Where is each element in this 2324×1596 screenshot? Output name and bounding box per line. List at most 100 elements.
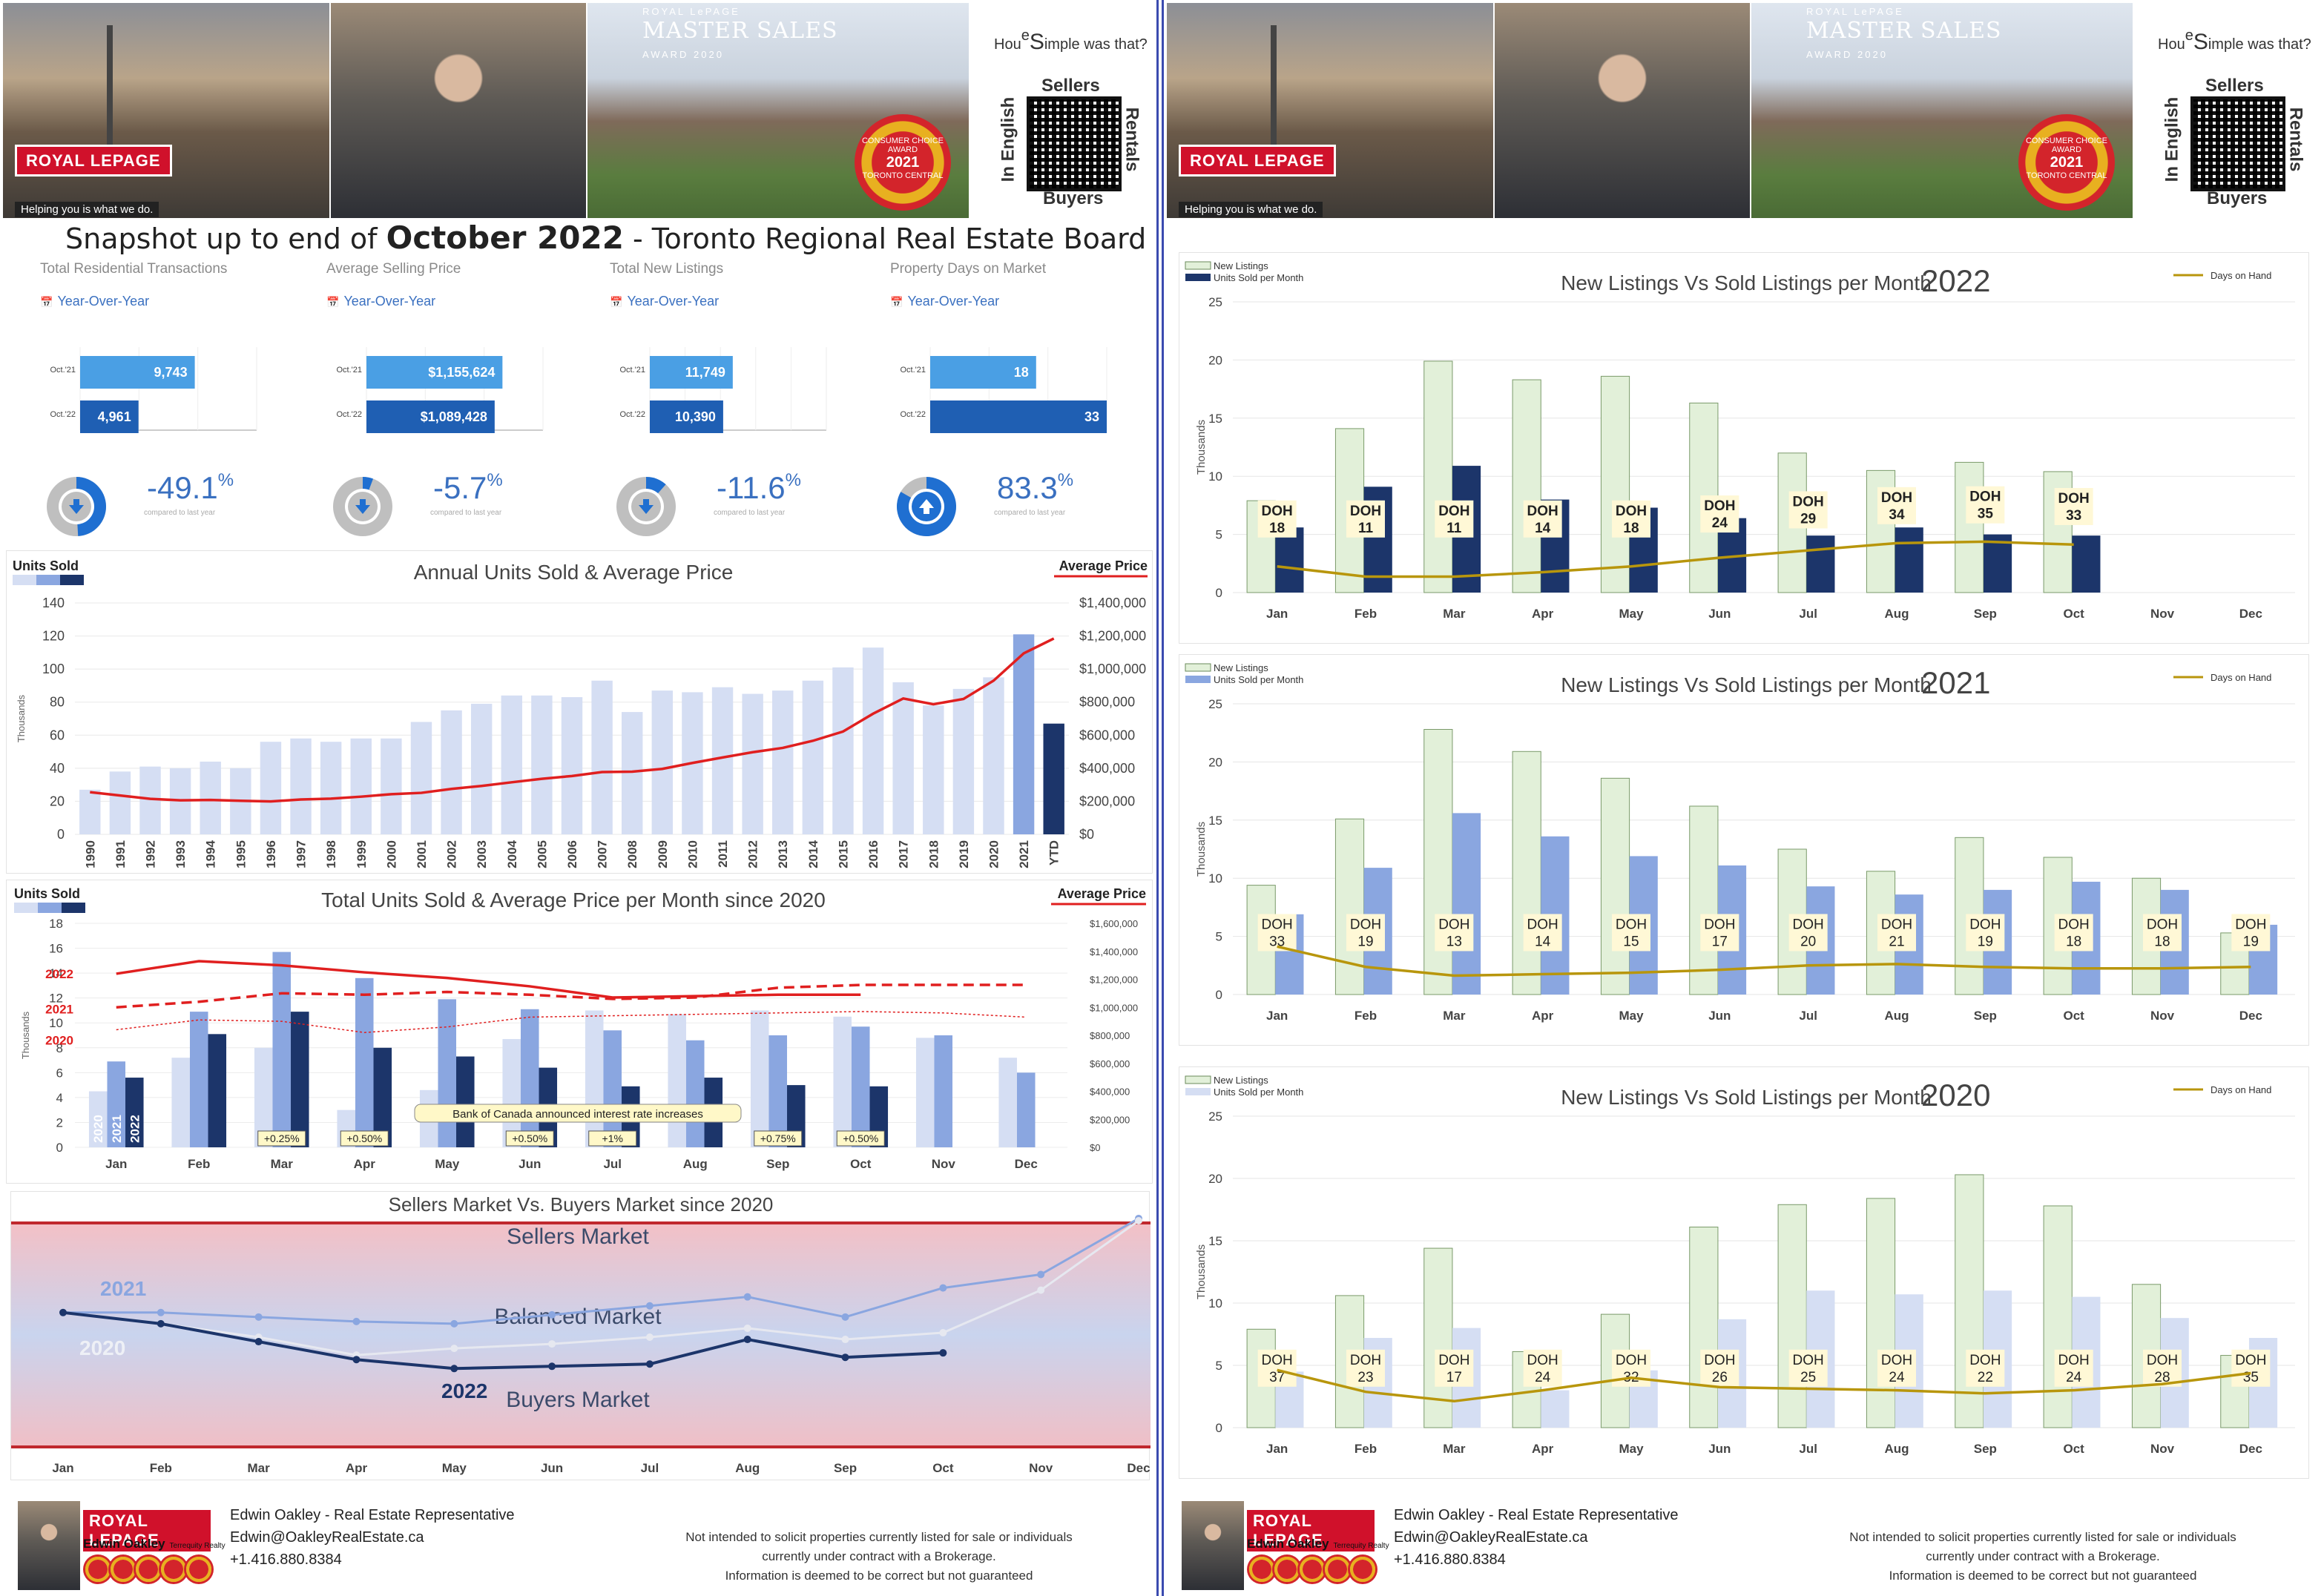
kpi-yoy-toggle[interactable]: 📅 Year-Over-Year (326, 294, 435, 309)
kpi-label: Total New Listings (610, 261, 724, 277)
kpi-bar-value: $1,155,624 (428, 365, 495, 380)
calendar-icon: 📅 (890, 296, 903, 308)
x-tick: Jan (52, 1461, 73, 1475)
month-bar-2020 (171, 1058, 190, 1147)
rate-increase-label: +1% (602, 1132, 623, 1144)
legend-units-sold: Units Sold per Month (1214, 674, 1303, 685)
market-point (548, 1310, 556, 1319)
doh-value: 23 (1357, 1370, 1373, 1385)
x-tick: Aug (735, 1461, 760, 1475)
kpi-row-label: Oct.'21 (50, 366, 76, 375)
annual-bar (772, 690, 794, 834)
kpi-tick-label: 500k (416, 437, 434, 438)
doh-label-box (1346, 914, 1385, 952)
units-sold-bar (1541, 1390, 1570, 1428)
x-tick: Dec (2239, 1442, 2262, 1456)
y2-tick: $0 (1079, 827, 1094, 842)
legend-average-price: Average Price (1058, 886, 1146, 901)
days-on-hand-line (1277, 945, 2251, 977)
market-point (841, 1313, 849, 1321)
y-tick: 15 (1208, 412, 1222, 426)
doh-word: DOH (2058, 917, 2090, 932)
footer-email[interactable]: Edwin@OakleyRealEstate.ca (1394, 1529, 1588, 1546)
kpi-bar-value: 9,743 (154, 365, 188, 380)
y-tick: 25 (1208, 1109, 1222, 1124)
footer-royal-lepage-logo: ROYAL LEPAGE (83, 1510, 211, 1552)
award-badge-icon (134, 1554, 163, 1584)
x-tick: 1999 (355, 840, 369, 868)
legend-new-listings: New Listings (1214, 662, 1268, 673)
x-tick: 2002 (445, 840, 459, 868)
legend-days-on-hand: Days on Hand (2211, 672, 2271, 683)
doh-word: DOH (1616, 504, 1647, 519)
y2-tick: $1,200,000 (1090, 975, 1138, 986)
legend-swatch (62, 903, 85, 913)
doh-word: DOH (2058, 1353, 2090, 1368)
qr-code-icon-2[interactable] (2190, 96, 2285, 191)
y-tick: 14 (49, 966, 63, 980)
annual-bar (260, 742, 282, 834)
rate-increase-box (257, 1130, 306, 1147)
y-tick: 40 (50, 761, 65, 776)
sellers-label-2: Sellers (2205, 76, 2264, 96)
y-tick: 12 (49, 992, 63, 1006)
x-tick: 2013 (776, 840, 790, 868)
doh-value: 19 (1357, 934, 1373, 949)
house-photo-2: ROYAL LePAGE MASTER SALES AWARD 2020 CON… (1751, 3, 2133, 218)
legend-swatch (14, 903, 38, 913)
x-tick: Sep (766, 1157, 789, 1171)
rentals-label: Rentals (1122, 107, 1142, 172)
doh-label-box (2231, 1349, 2271, 1387)
doh-value: 24 (2066, 1370, 2082, 1385)
award-badge-icon (1247, 1554, 1277, 1584)
annual-bar (832, 667, 854, 834)
y-tick: 5 (1216, 528, 1222, 542)
kpi-yoy-toggle[interactable]: 📅 Year-Over-Year (610, 294, 719, 309)
doh-word: DOH (1969, 489, 2001, 505)
annual-bar (711, 687, 734, 834)
market-point (939, 1284, 947, 1292)
doh-word: DOH (1793, 917, 1824, 932)
kpi-yoy-toggle[interactable]: 📅 Year-Over-Year (40, 294, 149, 309)
doh-label-box (1700, 1349, 1739, 1387)
doh-word: DOH (1438, 1353, 1469, 1368)
monthly-units-chart: Total Units Sold & Average Price per Mon… (14, 886, 1146, 1171)
market-point (1037, 1270, 1045, 1279)
footer-phone[interactable]: +1.416.880.8384 (230, 1552, 342, 1568)
chart-year: 2022 (1921, 263, 1990, 298)
month-bar-2021 (355, 977, 374, 1147)
footer-phone[interactable]: +1.416.880.8384 (1394, 1552, 1506, 1568)
x-tick: Nov (2150, 607, 2175, 621)
qr-code-icon[interactable] (1027, 96, 1122, 191)
market-point (548, 1362, 556, 1371)
doh-word: DOH (2235, 1353, 2266, 1368)
month-bar-2021 (934, 1035, 953, 1147)
annual-bar (501, 695, 522, 834)
market-point (450, 1345, 458, 1353)
units-sold-bar (1983, 534, 2012, 593)
x-tick: Sep (834, 1461, 857, 1475)
legend-days-on-hand: Days on Hand (2211, 1084, 2271, 1095)
x-tick: 2001 (415, 840, 429, 868)
award-badge-icon (108, 1554, 138, 1584)
market-zone-label: Sellers Market (507, 1224, 649, 1249)
footer-email[interactable]: Edwin@OakleyRealEstate.ca (230, 1529, 424, 1546)
doh-value: 11 (1446, 521, 1462, 536)
kpi-yoy-label: Year-Over-Year (627, 294, 720, 309)
listings-2020-chart: New Listings Vs Sold Listings per Month … (1185, 1075, 2295, 1456)
month-bar-2020 (915, 1038, 935, 1147)
new-listings-bar (1955, 461, 1984, 593)
kpi-tick-label: 1000k (473, 437, 496, 438)
legend-swatch (1185, 1075, 1211, 1084)
kpi-yoy-label: Year-Over-Year (907, 294, 1000, 309)
doh-label-box (2143, 914, 2182, 952)
doh-label-box (1435, 914, 1474, 952)
rate-increase-box (836, 1130, 885, 1147)
kpi-yoy-toggle[interactable]: 📅 Year-Over-Year (890, 294, 999, 309)
doh-label-box (1346, 1349, 1385, 1387)
arrow-up-icon (919, 499, 934, 514)
y-tick: 20 (1208, 755, 1222, 769)
footer-agent-photo (18, 1501, 80, 1590)
market-point (450, 1319, 458, 1328)
x-tick: Sep (1974, 1009, 1997, 1023)
